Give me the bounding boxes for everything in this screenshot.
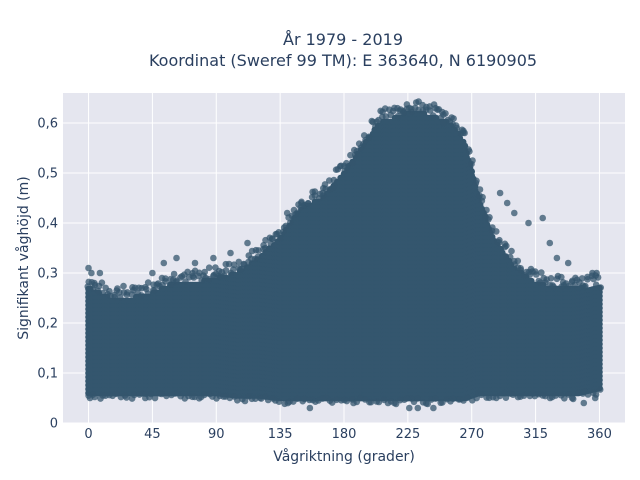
data-cloud: [84, 98, 604, 408]
chart-title: År 1979 - 2019: [283, 30, 403, 49]
chart-subtitle: Koordinat (Sweref 99 TM): E 363640, N 61…: [149, 51, 537, 70]
